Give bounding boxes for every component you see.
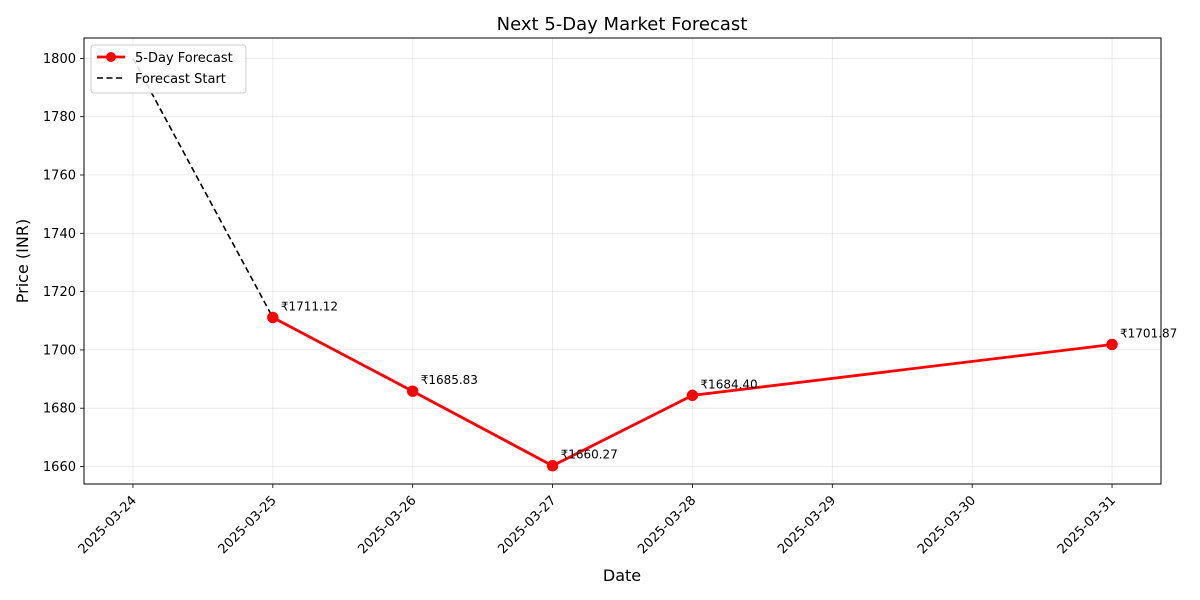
forecast-point [1106,338,1118,351]
y-tick-label: 1760 [43,169,76,184]
series-layer: ₹1711.12 ₹1685.83 ₹1660.27 ₹1684.40 ₹1701.87 [132,58,1177,472]
x-tick-label: 2025-03-25 [216,493,280,557]
forecast-start-line [132,58,274,318]
y-tick-label: 1780 [43,110,76,125]
y-tick-label: 1720 [43,285,76,300]
forecast-data-label: ₹1685.83 [421,373,478,387]
forecast-point [686,389,699,402]
x-tick-label: 2025-03-28 [635,493,699,557]
forecast-point [406,385,419,397]
y-tick-label: 1680 [43,402,76,417]
x-tick-label: 2025-03-26 [355,493,419,557]
y-axis-title: Price (INR) [13,219,32,303]
x-tick-label: 2025-03-24 [76,493,140,557]
x-tick-label: 2025-03-27 [495,493,559,557]
legend-label-forecast-start: Forecast Start [135,72,226,87]
legend-label-forecast: 5-Day Forecast [135,51,233,66]
x-axis-ticks: 2025-03-24 2025-03-25 2025-03-26 2025-03-27… [76,484,1119,557]
x-tick-label: 2025-03-31 [1055,493,1119,557]
forecast-data-label: ₹1684.40 [700,377,757,391]
legend-forecast-marker [106,52,116,62]
plot-frame [83,37,1162,485]
y-axis-ticks: 1660 1680 1700 1720 1740 1760 1780 1800 [43,52,84,475]
legend-box [90,44,247,94]
grid-lines [84,38,1161,484]
forecast-data-label: ₹1701.87 [1120,326,1177,340]
y-tick-label: 1740 [43,227,76,242]
forecast-point [546,460,559,472]
forecast-data-label: ₹1660.27 [561,448,618,462]
chart-title: Next 5-Day Market Forecast [497,14,748,35]
legend: 5-Day Forecast Forecast Start [90,44,247,94]
x-tick-label: 2025-03-29 [775,493,839,557]
y-tick-label: 1660 [43,460,76,475]
y-tick-label: 1800 [43,52,76,67]
forecast-data-label: ₹1711.12 [281,299,338,313]
x-axis-title: Date [603,566,641,585]
y-tick-label: 1700 [43,343,76,358]
forecast-point [267,311,279,324]
x-tick-label: 2025-03-30 [915,493,979,557]
